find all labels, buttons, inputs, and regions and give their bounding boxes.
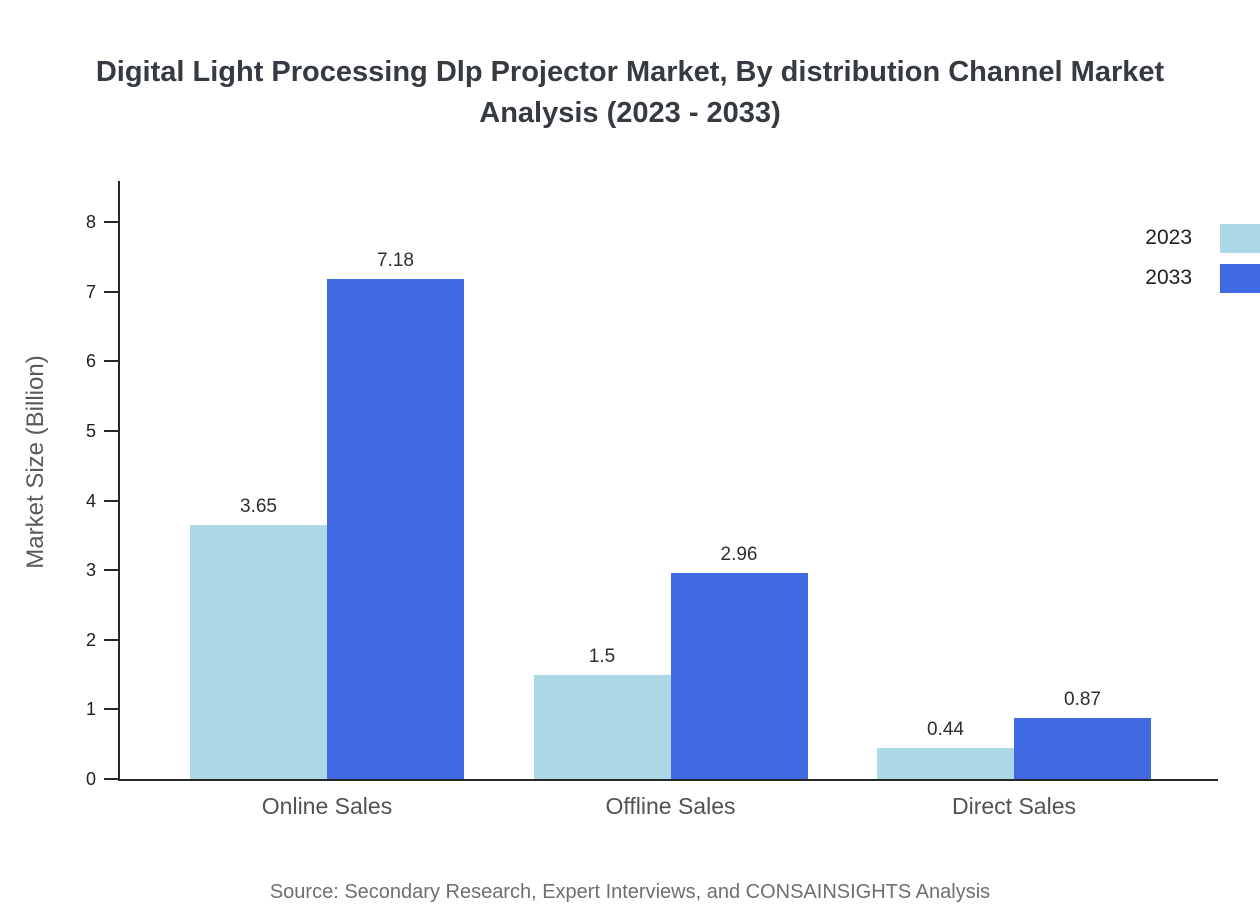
y-axis-title: Market Size (Billion)	[22, 355, 49, 569]
source-note: Source: Secondary Research, Expert Inter…	[269, 881, 991, 903]
y-tick-mark	[104, 499, 118, 502]
bar-value-label: 1.5	[588, 645, 616, 667]
y-tick-label: 1	[85, 699, 96, 720]
y-tick-mark	[104, 638, 118, 641]
legend-item: 2023	[1145, 218, 1260, 258]
y-tick-mark	[104, 360, 118, 363]
legend-swatch	[1220, 223, 1260, 253]
plot-area: 0 1 2 3 4 5 6 7 8 3.65 7.18 Online Sales 1.5 2.96 Offl…	[86, 181, 1218, 819]
y-tick-mark	[104, 290, 118, 293]
legend-label: 2023	[1145, 226, 1192, 249]
x-category-label: Offline Sales	[605, 793, 736, 819]
y-tick-mark	[104, 221, 118, 224]
bar-value-label: 7.18	[377, 250, 414, 272]
y-tick-label: 3	[85, 560, 96, 581]
y-tick-mark	[104, 708, 118, 711]
legend-swatch	[1220, 263, 1260, 293]
y-tick-mark	[104, 430, 118, 432]
legend: 2023 2033	[1145, 218, 1260, 298]
y-tick-label: 8	[85, 212, 96, 233]
legend-item: 2033	[1145, 258, 1260, 298]
legend-label: 2033	[1145, 266, 1192, 289]
bar-value-label: 3.65	[240, 495, 277, 517]
y-tick-label: 6	[85, 351, 96, 372]
bar-value-label: 2.96	[720, 543, 758, 565]
chart-title-text: Digital Light Processing Dlp Projector M…	[95, 56, 1165, 130]
chart-title: Digital Light Processing Dlp Projector M…	[0, 52, 1260, 134]
y-tick-label: 4	[85, 490, 96, 511]
y-tick-label: 5	[85, 421, 96, 441]
bar-2023-online-sales	[190, 524, 327, 779]
bar-2033-offline-sales	[670, 572, 808, 779]
bar-2023-direct-sales	[877, 748, 1014, 779]
bar-value-label: 0.44	[927, 719, 964, 741]
y-tick-label: 7	[85, 281, 96, 302]
x-category-label: Direct Sales	[952, 793, 1076, 819]
bar-2023-offline-sales	[533, 674, 671, 779]
y-tick-label: 2	[85, 629, 96, 650]
x-category-label: Online Sales	[261, 793, 393, 819]
bar-value-label: 0.87	[1064, 689, 1101, 711]
bar-2033-direct-sales	[1014, 718, 1151, 779]
y-tick-mark	[104, 569, 118, 572]
y-tick-mark	[104, 778, 118, 780]
bar-2033-online-sales	[327, 279, 464, 779]
y-tick-label: 0	[85, 769, 96, 789]
